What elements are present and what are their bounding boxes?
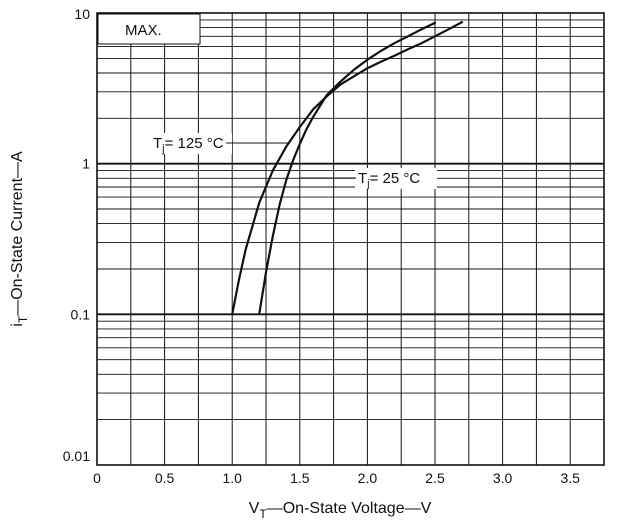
grid-layer bbox=[97, 13, 604, 465]
x-tick-label: 1.0 bbox=[222, 470, 242, 486]
label-tj-125c-main: T bbox=[153, 135, 162, 152]
label-tj-25c: Tj= 25 °C bbox=[358, 170, 420, 190]
label-tj-25c-rest: = 25 °C bbox=[370, 170, 421, 187]
x-tick-label: 0.5 bbox=[155, 470, 175, 486]
label-tj-125c-sub: j bbox=[161, 143, 164, 155]
x-tick-label: 2.5 bbox=[425, 470, 445, 486]
label-tj-25c-main: T bbox=[358, 170, 367, 187]
y-axis-title-main: i bbox=[9, 323, 26, 327]
x-tick-label: 3.0 bbox=[493, 470, 513, 486]
y-tick-label: 1 bbox=[82, 156, 90, 172]
y-tick-label: 0.1 bbox=[71, 306, 91, 322]
x-tick-label: 3.5 bbox=[560, 470, 580, 486]
y-tick-label: 0.01 bbox=[63, 448, 90, 464]
label-tj-25c-sub: j bbox=[366, 178, 369, 190]
y-axis-title: iT—On-State Current—A bbox=[9, 151, 30, 327]
y-tick-label: 10 bbox=[74, 6, 90, 22]
annotations-layer: Tj= 125 °CTj= 25 °C bbox=[150, 133, 437, 190]
x-axis-title: VT—On-State Voltage—V bbox=[249, 500, 432, 521]
x-tick-labels: 0 0.5 1.0 1.5 2.0 2.5 3.0 3.5 bbox=[93, 470, 580, 486]
x-axis-title-main: V bbox=[249, 500, 260, 517]
max-label-box: MAX. bbox=[97, 13, 201, 45]
curve-tj-25c bbox=[258, 21, 437, 316]
label-tj-25c-background bbox=[355, 168, 437, 189]
y-axis-title-rest: —On-State Current—A bbox=[9, 151, 26, 316]
y-axis-title-sub: T bbox=[16, 315, 30, 323]
y-tick-labels: 0.01 0.1 1 10 bbox=[63, 6, 90, 464]
x-axis-title-sub: T bbox=[259, 507, 267, 521]
label-tj-125c-rest: = 125 °C bbox=[165, 135, 224, 152]
curve-tj-125c bbox=[231, 21, 464, 316]
x-tick-label: 2.0 bbox=[358, 470, 378, 486]
max-label: MAX. bbox=[125, 22, 162, 39]
x-axis-title-rest: —On-State Voltage—V bbox=[267, 500, 432, 517]
x-tick-label: 1.5 bbox=[290, 470, 310, 486]
label-tj-125c-background bbox=[150, 133, 232, 154]
x-tick-label: 0 bbox=[93, 470, 101, 486]
curves-layer bbox=[231, 21, 464, 316]
plot-frame bbox=[96, 12, 605, 466]
max-label-box-background bbox=[97, 13, 201, 45]
label-tj-125c: Tj= 125 °C bbox=[153, 135, 224, 155]
